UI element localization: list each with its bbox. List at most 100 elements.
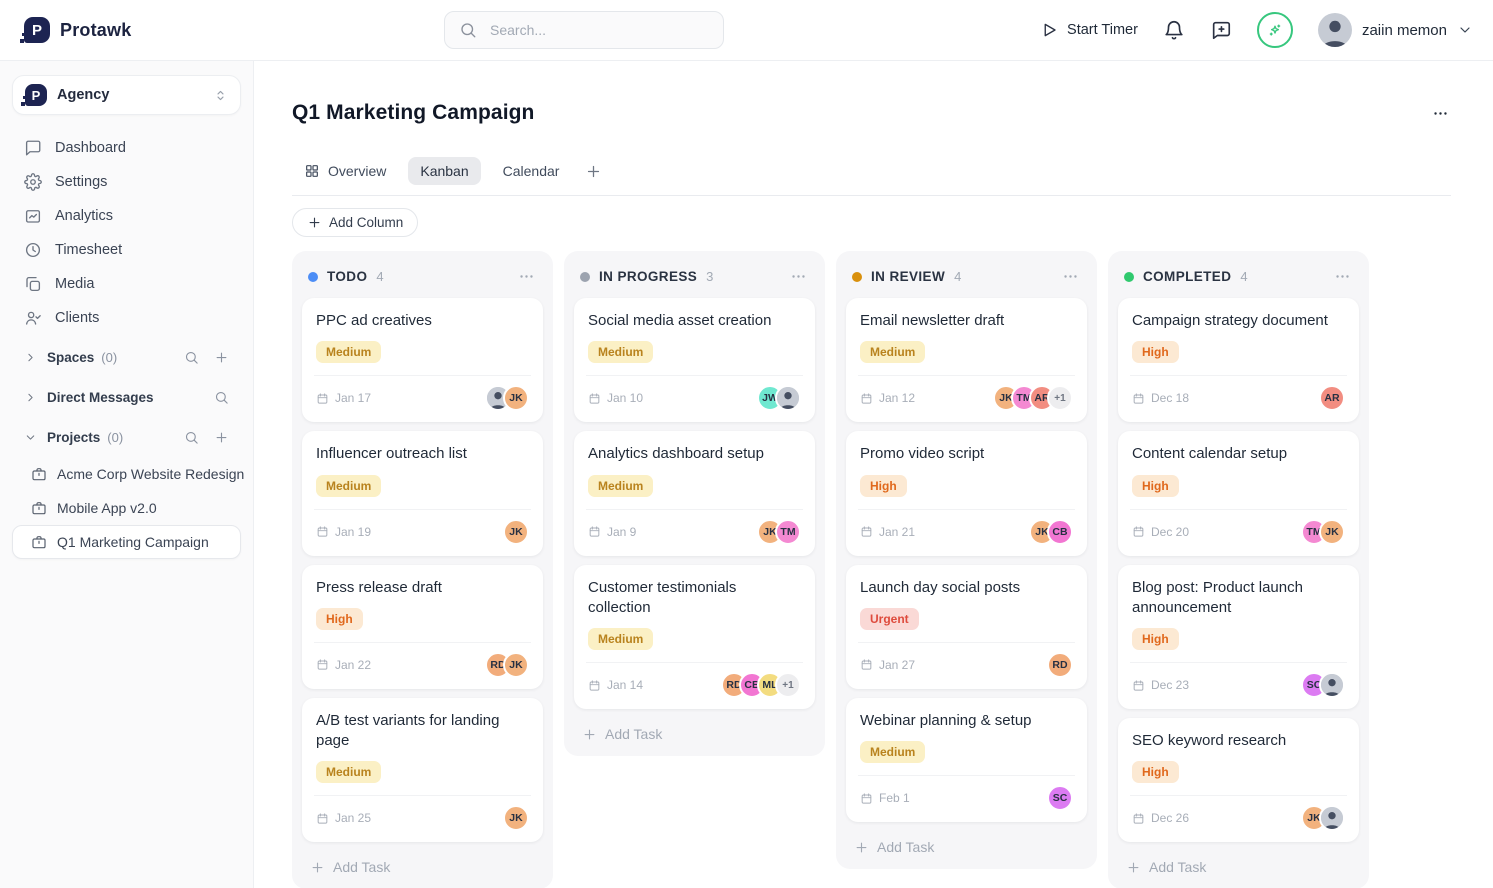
project-item-acme-corp-website-redesign[interactable]: Acme Corp Website Redesign [12,457,244,491]
spaces-add-button[interactable] [214,350,229,365]
sidebar-section-direct-messages[interactable]: Direct Messages [12,380,241,415]
task-card[interactable]: SEO keyword research High Dec 26 JK [1118,718,1359,843]
more-assignees-chip: +1 [1047,385,1073,412]
briefcase-icon [31,466,47,482]
task-card[interactable]: A/B test variants for landing page Medium… [302,697,543,843]
card-footer: Feb 1 SC [860,785,1073,812]
add-task-button[interactable]: Add Task [302,851,398,879]
notifications-button[interactable] [1163,19,1185,41]
due-date: Jan 22 [316,658,371,672]
due-date: Dec 18 [1132,391,1189,405]
calendar-icon [860,792,873,805]
add-task-button[interactable]: Add Task [574,718,670,746]
assignee-avatars: SC [1301,672,1345,699]
kanban-column-in-progress: IN PROGRESS 3 Social media asset creation M… [564,251,825,757]
tab-kanban[interactable]: Kanban [408,157,481,186]
calendar-icon [1132,679,1145,692]
task-card[interactable]: PPC ad creatives Medium Jan 17 JK [302,298,543,423]
sidebar-section-spaces[interactable]: Spaces (0) [12,340,241,375]
due-date-text: Dec 18 [1151,391,1190,406]
search-input[interactable] [488,21,709,39]
projects-add-button[interactable] [214,430,229,445]
task-card[interactable]: Content calendar setup High Dec 20 TM JK [1118,431,1359,556]
column-menu-button[interactable] [788,266,809,287]
workspace-selector[interactable]: P Agency [12,75,241,115]
tab-calendar[interactable]: Calendar [491,157,572,185]
calendar-icon [588,392,601,405]
assignee-avatars: JK [503,805,529,832]
assignee-avatars: JK TM [757,518,801,545]
start-timer-button[interactable]: Start Timer [1040,21,1138,39]
due-date-text: Jan 27 [879,657,916,672]
sidebar-item-timesheet[interactable]: Timesheet [12,233,241,267]
user-photo-avatar[interactable] [1317,13,1352,47]
direct-messages-search-button[interactable] [214,390,229,405]
sidebar-item-analytics[interactable]: Analytics [12,199,241,233]
sidebar-section-projects[interactable]: Projects (0) [12,420,241,455]
column-menu-button[interactable] [1332,266,1353,287]
due-date: Jan 14 [588,678,643,692]
card-divider [314,795,531,797]
column-menu-button[interactable] [1060,266,1081,287]
sidebar-item-settings[interactable]: Settings [12,165,241,199]
sidebar-item-clients[interactable]: Clients [12,301,241,335]
column-menu-button[interactable] [516,266,537,287]
project-item-q1-marketing-campaign[interactable]: Q1 Marketing Campaign [12,525,241,559]
add-task-label: Add Task [333,859,391,876]
plus-icon [585,163,602,180]
project-label: Mobile App v2.0 [57,500,157,516]
project-menu-button[interactable] [1430,103,1451,124]
card-footer: Jan 21 JK CB [860,518,1073,545]
spaces-search-button[interactable] [184,350,199,365]
project-item-mobile-app-v2-0[interactable]: Mobile App v2.0 [12,491,241,525]
task-card[interactable]: Customer testimonials collection Medium Ja… [574,564,815,710]
priority-badge: Medium [316,761,382,784]
task-card[interactable]: Analytics dashboard setup Medium Jan 9 JK TM [574,431,815,556]
plus-icon [310,860,325,875]
add-tab-button[interactable] [581,159,606,184]
task-title: Launch day social posts [860,578,1021,596]
task-card[interactable]: Promo video script High Jan 21 JK CB [846,431,1087,556]
ai-assistant-button[interactable] [1256,12,1293,48]
sidebar-item-dashboard[interactable]: Dashboard [12,131,241,165]
projects-list: Acme Corp Website Redesign Mobile App v2.… [12,457,244,559]
task-card[interactable]: Email newsletter draft Medium Jan 12 JK TM AR… [846,298,1087,423]
calendar-icon [1132,392,1145,405]
assignee-avatar: CB [1047,518,1073,545]
priority-badge: Medium [588,341,654,364]
task-card[interactable]: Press release draft High Jan 22 RD JK [302,564,543,689]
sidebar-item-label: Media [55,276,95,292]
tab-overview[interactable]: Overview [292,157,398,185]
briefcase-icon [31,500,47,516]
ellipsis-icon [1432,105,1449,122]
task-title: Blog post: Product launch announcement [1132,578,1303,616]
task-card[interactable]: Influencer outreach list Medium Jan 19 JK [302,431,543,556]
sidebar-sections: Spaces (0) Direct Messages Projects (0) Acme … [12,340,244,559]
sidebar-item-media[interactable]: Media [12,267,241,301]
task-card[interactable]: Social media asset creation Medium Jan 10 J… [574,298,815,423]
projects-search-button[interactable] [184,430,199,445]
add-task-button[interactable]: Add Task [846,831,942,859]
tab-label: Kanban [420,163,469,180]
sidebar-item-label: Timesheet [55,242,123,258]
task-title: Content calendar setup [1132,445,1288,463]
priority-badge: High [860,474,907,497]
card-divider [858,375,1075,377]
section-count: (0) [107,430,124,445]
search-box [444,11,724,49]
priority-badge: Medium [588,474,654,497]
timesheet-icon [24,241,42,259]
task-card[interactable]: Blog post: Product launch announcement Hi… [1118,564,1359,710]
card-divider [314,508,531,510]
assignee-avatars: RD JK [485,651,529,678]
due-date-text: Dec 20 [1151,524,1190,539]
task-card[interactable]: Campaign strategy document High Dec 18 AR [1118,298,1359,423]
add-column-button[interactable]: Add Column [292,208,419,238]
priority-badge: Medium [316,474,382,497]
task-card[interactable]: Launch day social posts Urgent Jan 27 RD [846,564,1087,689]
add-task-button[interactable]: Add Task [1118,851,1214,879]
feedback-button[interactable] [1210,19,1232,41]
column-header: COMPLETED 4 [1118,261,1359,298]
task-card[interactable]: Webinar planning & setup Medium Feb 1 SC [846,697,1087,823]
user-menu[interactable]: zaiin memon [1317,13,1473,47]
